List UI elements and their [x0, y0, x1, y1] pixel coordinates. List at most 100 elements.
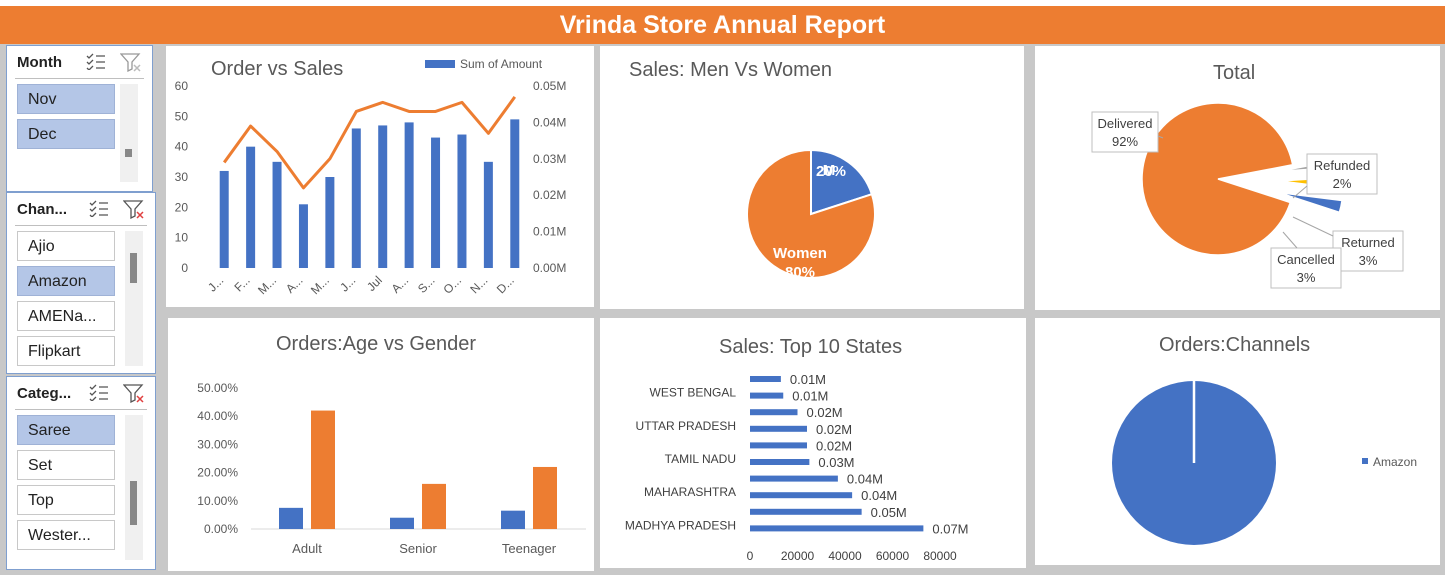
legend-swatch	[425, 60, 455, 68]
order-bar	[483, 161, 493, 268]
slicer-item-flipkart[interactable]: Flipkart	[17, 336, 115, 366]
slicer-title: Categ...	[17, 385, 72, 402]
chart-title: Sales: Men Vs Women	[629, 59, 833, 81]
slicer-item-top[interactable]: Top	[17, 485, 115, 515]
slicer-item-amazon[interactable]: Amazon	[17, 266, 115, 296]
state-label: UTTAR PRADESH	[636, 419, 736, 433]
y-tick-label: 20	[175, 200, 189, 214]
orders-channels-chart[interactable]: Orders:Channels Amazon	[1035, 318, 1440, 565]
y-tick-label: 30.00%	[197, 437, 238, 451]
legend-label: Sum of Amount	[460, 57, 543, 71]
bar-value-label: 0.07M	[932, 521, 968, 536]
y-tick-label: 0.00%	[204, 522, 238, 536]
x-tick-label: A...	[283, 273, 306, 296]
slicer-scrollbar[interactable]	[120, 84, 138, 182]
state-label: MADHYA PRADESH	[625, 518, 736, 532]
age-gender-bar	[533, 466, 557, 529]
leader-line	[1157, 135, 1164, 139]
bar-value-label: 0.04M	[861, 488, 897, 503]
bar-value-label: 0.01M	[790, 372, 826, 387]
chart-title: Sales: Top 10 States	[719, 336, 903, 358]
order-vs-sales-chart[interactable]: Order vs Sales Sum of Amount 60 50 40 30 20 1…	[166, 46, 594, 307]
y-tick-label: 20.00%	[197, 466, 238, 480]
y2-tick-label: 0.05M	[533, 79, 566, 93]
order-bar	[510, 119, 520, 268]
leader-line	[1292, 185, 1308, 199]
clear-filter-icon[interactable]	[123, 199, 145, 219]
order-bar	[351, 128, 361, 268]
state-label: TAMIL NADU	[665, 452, 736, 466]
state-bar	[750, 442, 807, 449]
status-label: Delivered	[1098, 116, 1153, 131]
x-tick-label: N...	[467, 273, 490, 296]
state-bar	[750, 492, 853, 499]
y-tick-label: 0	[181, 261, 188, 275]
category-slicer[interactable]: Categ... Saree Set Top Wester...	[6, 376, 156, 570]
age-gender-plot: 50.00% 40.00% 30.00% 20.00% 10.00% 0.00% Adult…	[197, 381, 586, 556]
order-status-chart[interactable]: Total Delivered 92% Refunded 2% Returned 3% Ca…	[1035, 46, 1440, 310]
y-tick-label: 10	[175, 231, 189, 245]
data-label-box	[1332, 230, 1404, 272]
status-percent: 2%	[1333, 176, 1352, 191]
slicer-item-saree[interactable]: Saree	[17, 415, 115, 445]
status-label: Refunded	[1314, 158, 1370, 173]
x-tick-label: F...	[232, 273, 253, 294]
channel-slicer[interactable]: Chan... Ajio Amazon AMENa... Flipkart	[6, 192, 156, 374]
bar-value-label: 0.02M	[816, 438, 852, 453]
order-bar	[298, 204, 308, 268]
sales-gender-pie: M20% Women 80%	[746, 148, 876, 281]
x-tick-label: J...	[337, 273, 358, 294]
x-tick-label: 80000	[923, 549, 957, 563]
state-bar	[750, 392, 784, 399]
bar-value-label: 0.02M	[807, 405, 843, 420]
slicer-item-dec[interactable]: Dec	[17, 119, 115, 149]
slice-percent: 80%	[785, 264, 815, 281]
y2-tick-label: 0.02M	[533, 188, 566, 202]
sales-gender-chart[interactable]: Sales: Men Vs Women M 20% Women 80%	[600, 46, 1024, 309]
multi-select-icon[interactable]	[89, 383, 109, 401]
clear-filter-icon[interactable]	[120, 52, 142, 72]
x-tick-label: Jul	[364, 273, 385, 294]
x-category-label: Teenager	[502, 541, 557, 556]
age-gender-bar	[501, 510, 525, 529]
report-title: Vrinda Store Annual Report	[0, 6, 1445, 44]
slicer-item-nov[interactable]: Nov	[17, 84, 115, 114]
age-gender-bar	[311, 410, 335, 529]
slicer-scrollbar[interactable]	[125, 231, 143, 366]
month-slicer[interactable]: Month Nov Dec	[6, 45, 153, 192]
y-tick-label: 10.00%	[197, 494, 238, 508]
slicer-item-ajio[interactable]: Ajio	[17, 231, 115, 261]
state-bar	[750, 475, 838, 482]
legend-label: Amazon	[1373, 455, 1417, 469]
x-tick-label: 20000	[781, 549, 815, 563]
order-bar	[457, 134, 467, 268]
bar-value-label: 0.03M	[818, 455, 854, 470]
x-tick-label: 40000	[828, 549, 862, 563]
x-tick-label: J...	[205, 273, 226, 294]
status-percent: 92%	[1112, 134, 1138, 149]
x-tick-label: D...	[494, 273, 517, 296]
slicer-scrollbar[interactable]	[125, 415, 143, 560]
top-states-chart[interactable]: Sales: Top 10 States 0.01M 0.01M 0.02M 0.02…	[600, 318, 1026, 568]
leader-line	[1292, 216, 1334, 237]
multi-select-icon[interactable]	[86, 52, 106, 70]
slicer-item-set[interactable]: Set	[17, 450, 115, 480]
data-label-box	[1306, 153, 1378, 195]
clear-filter-icon[interactable]	[123, 383, 145, 403]
slice-percent: 20%	[816, 163, 846, 180]
x-tick-label: O...	[441, 273, 465, 297]
multi-select-icon[interactable]	[89, 199, 109, 217]
leader-line	[1282, 231, 1298, 249]
status-percent: 3%	[1297, 270, 1316, 285]
data-label-box	[1091, 111, 1159, 153]
slicer-item-amenazon[interactable]: AMENa...	[17, 301, 115, 331]
slice-label: M	[823, 162, 836, 179]
age-gender-chart[interactable]: Orders:Age vs Gender 50.00% 40.00% 30.00% 2…	[168, 318, 594, 571]
x-tick-label: M...	[255, 273, 279, 297]
slicer-item-western[interactable]: Wester...	[17, 520, 115, 550]
y-tick-label: 30	[175, 170, 189, 184]
legend-swatch	[1362, 458, 1368, 464]
state-bar	[750, 508, 862, 515]
order-bar	[431, 137, 441, 268]
y2-tick-label: 0.03M	[533, 152, 566, 166]
